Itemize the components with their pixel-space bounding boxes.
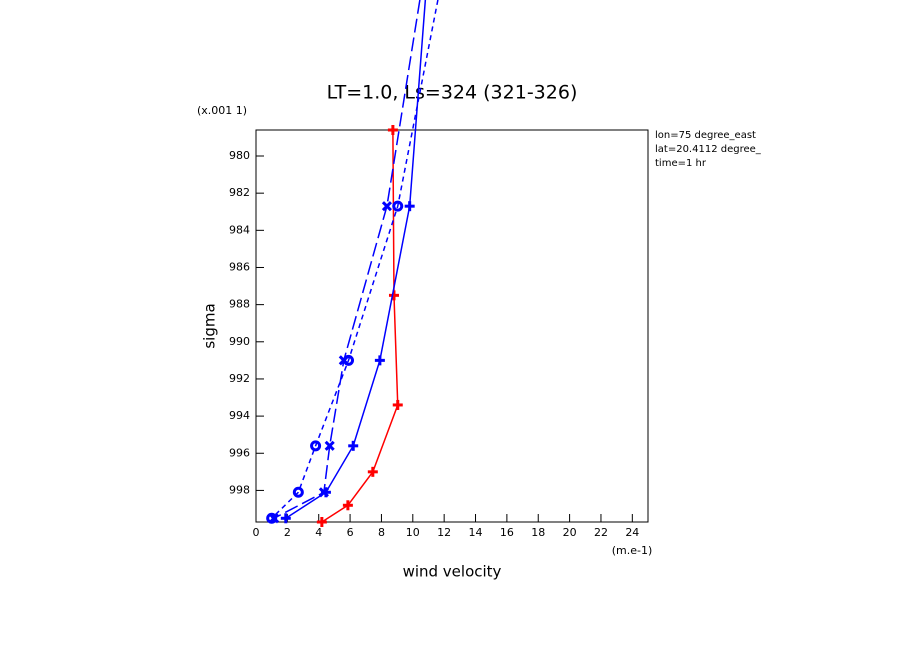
x-tick-label: 0 [253,526,260,539]
x-tick-label: 8 [378,526,385,539]
marker [343,354,355,366]
x-unit-label: (m.e-1) [612,544,653,557]
x-tick-label: 18 [531,526,545,539]
y-tick-label: 996 [229,446,250,459]
y-scale-label: (x.001 1) [197,104,247,117]
marker [280,513,291,524]
marker [342,500,353,511]
marker [348,440,359,451]
x-tick-label: 14 [469,526,483,539]
series-line [285,0,427,519]
x-tick-label: 12 [437,526,451,539]
x-tick-label: 20 [563,526,577,539]
marker [387,125,398,135]
annotation: lat=20.4112 degree_ [655,144,762,155]
marker [404,201,415,212]
series-line [321,129,399,523]
marker [367,466,378,477]
x-tick-label: 2 [284,526,291,539]
marker-part [310,440,322,452]
y-tick-label: 998 [229,483,250,496]
marker-part [292,486,304,498]
marker [381,201,392,212]
marker [292,486,304,498]
x-tick-label: 16 [500,526,514,539]
marker [374,355,385,366]
x-tick-label: 6 [347,526,354,539]
marker [324,440,335,451]
y-tick-label: 988 [229,298,250,311]
chart-title: LT=1.0, Ls=324 (321-326) [327,82,578,104]
y-axis-label: sigma [201,303,219,348]
y-tick-label: 986 [229,260,250,273]
annotation: time=1 hr [655,158,707,169]
marker [318,487,329,498]
y-tick-label: 990 [229,335,250,348]
series-line [273,0,421,519]
series-line [271,0,439,519]
y-tick-label: 992 [229,372,250,385]
x-tick-label: 22 [594,526,608,539]
y-tick-label: 994 [229,409,250,422]
marker [310,440,322,452]
x-tick-label: 4 [315,526,322,539]
marker [388,290,399,301]
y-tick-label: 984 [229,223,250,236]
annotation: lon=75 degree_east [655,130,756,141]
marker-part [318,487,329,498]
marker-part [392,200,404,212]
marker [266,512,278,524]
x-axis-label: wind velocity [403,563,502,581]
marker [316,517,327,527]
marker-part [324,440,335,451]
x-tick-label: 10 [406,526,420,539]
marker [392,399,403,410]
x-tick-label: 24 [625,526,639,539]
marker [392,200,404,212]
marker-part [266,512,278,524]
plot-frame [255,129,649,523]
y-tick-label: 980 [229,149,250,162]
marker-part [381,201,392,212]
marker-part [343,354,355,366]
y-tick-label: 982 [229,186,250,199]
